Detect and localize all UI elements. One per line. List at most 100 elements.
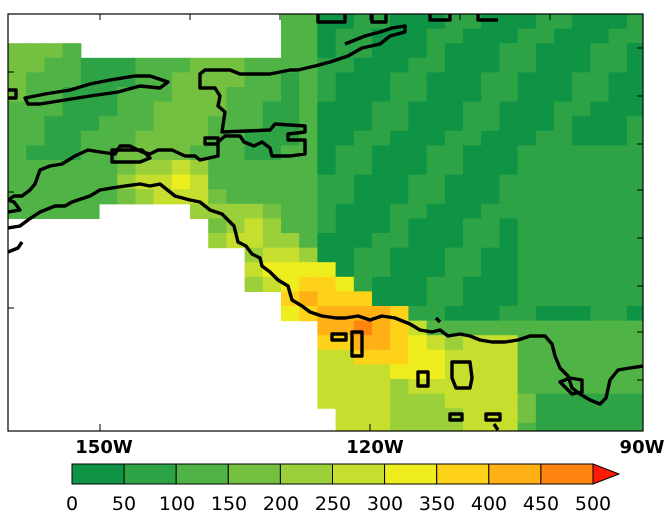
grid-cell — [463, 189, 482, 205]
colorbar-label-0: 0 — [66, 493, 78, 515]
colorbar-label-300: 300 — [367, 493, 403, 515]
grid-cell — [262, 116, 282, 132]
grid-cell — [244, 189, 264, 205]
grid-cell — [390, 393, 409, 409]
grid-cell — [481, 393, 500, 409]
grid-cell — [626, 160, 643, 176]
grid-cell — [372, 276, 391, 292]
coastline-west-alaska-bays — [8, 198, 24, 254]
grid-cell — [608, 276, 628, 292]
colorbar-segment — [540, 463, 594, 485]
grid-cell — [299, 306, 318, 322]
grid-cell — [608, 306, 628, 322]
grid-cell — [390, 247, 409, 263]
grid-cell — [444, 116, 464, 132]
grid-cell — [390, 335, 409, 351]
grid-cell — [372, 233, 391, 249]
x-axis-labels: 150W 120W 90W — [75, 437, 664, 458]
grid-cell — [335, 291, 355, 307]
grid-cell — [135, 174, 155, 190]
grid-cell — [463, 393, 482, 409]
grid-cell — [408, 247, 428, 263]
grid-cell — [8, 130, 27, 146]
colorbar-segment — [175, 463, 229, 485]
grid-cell — [499, 189, 519, 205]
grid-cell — [408, 14, 428, 30]
grid-cell — [608, 43, 628, 59]
grid-cell — [281, 14, 300, 30]
grid-cell — [499, 247, 519, 263]
grid-cell — [262, 218, 282, 234]
grid-cell — [554, 174, 573, 190]
grid-cell — [626, 28, 643, 44]
coastline-gulf-small-2 — [484, 412, 502, 422]
grid-cell — [408, 393, 428, 409]
grid-cell — [463, 320, 482, 336]
grid-cell — [80, 203, 100, 219]
grid-cell — [44, 145, 64, 161]
grid-cell — [499, 14, 519, 30]
grid-cell — [372, 145, 391, 161]
grid-cell — [99, 101, 118, 117]
grid-cell — [608, 14, 628, 30]
grid-cell — [317, 349, 337, 365]
coastline-great-lake-3 — [416, 370, 430, 388]
grid-cell — [572, 291, 591, 307]
grid-cell — [80, 160, 100, 176]
grid-cell — [153, 116, 173, 132]
grid-cell — [535, 393, 555, 409]
grid-cell — [426, 422, 446, 431]
grid-cell — [554, 130, 573, 146]
grid-cell — [517, 14, 537, 30]
grid-cell — [426, 87, 446, 103]
grid-cell — [390, 203, 409, 219]
grid-cell — [608, 145, 628, 161]
grid-cell — [444, 291, 464, 307]
grid-cell — [226, 160, 246, 176]
grid-cell — [481, 101, 500, 117]
grid-cell — [226, 72, 246, 88]
grid-cell — [626, 422, 643, 431]
grid-cell — [499, 87, 519, 103]
coastline-alaska-north-slope — [8, 24, 407, 202]
grid-cell — [244, 145, 264, 161]
grid-cell — [281, 276, 300, 292]
grid-cell — [572, 203, 591, 219]
grid-cell — [317, 276, 337, 292]
grid-cell — [171, 87, 191, 103]
grid-cell — [590, 306, 610, 322]
grid-cell — [317, 87, 337, 103]
grid-cell — [299, 160, 318, 176]
grid-cell — [390, 101, 409, 117]
grid-cell — [572, 72, 591, 88]
grid-cell — [444, 306, 464, 322]
grid-cell — [463, 174, 482, 190]
grid-cell — [408, 306, 428, 322]
grid-cell — [463, 291, 482, 307]
grid-cell — [535, 422, 555, 431]
grid-cell — [608, 130, 628, 146]
grid-cell — [481, 43, 500, 59]
grid-cell — [44, 72, 64, 88]
grid-cell — [444, 101, 464, 117]
grid-cell — [517, 247, 537, 263]
colorbar-label-150: 150 — [211, 493, 247, 515]
grid-cell — [535, 291, 555, 307]
grid-cell — [390, 364, 409, 380]
grid-cell — [626, 130, 643, 146]
grid-cell — [517, 203, 537, 219]
grid-cell — [390, 233, 409, 249]
grid-cell — [335, 130, 355, 146]
grid-cell — [299, 14, 318, 30]
grid-cell — [554, 335, 573, 351]
grid-cell — [608, 160, 628, 176]
grid-cell — [554, 101, 573, 117]
grid-cell — [626, 218, 643, 234]
grid-cell — [426, 145, 446, 161]
grid-cell — [554, 72, 573, 88]
grid-cell — [190, 203, 209, 219]
grid-cell — [226, 116, 246, 132]
grid-cell — [390, 422, 409, 431]
grid-cell — [517, 379, 537, 395]
grid-cell — [535, 233, 555, 249]
